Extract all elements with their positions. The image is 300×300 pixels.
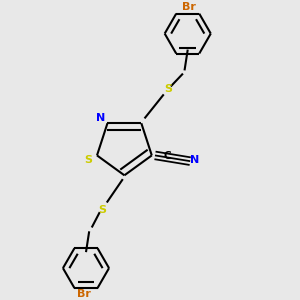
Text: N: N xyxy=(190,154,200,165)
Text: Br: Br xyxy=(182,2,196,12)
Text: S: S xyxy=(84,155,92,165)
Text: S: S xyxy=(98,205,106,215)
Text: Br: Br xyxy=(77,290,91,299)
Text: C: C xyxy=(164,152,172,161)
Text: S: S xyxy=(164,84,172,94)
Text: N: N xyxy=(96,113,106,123)
